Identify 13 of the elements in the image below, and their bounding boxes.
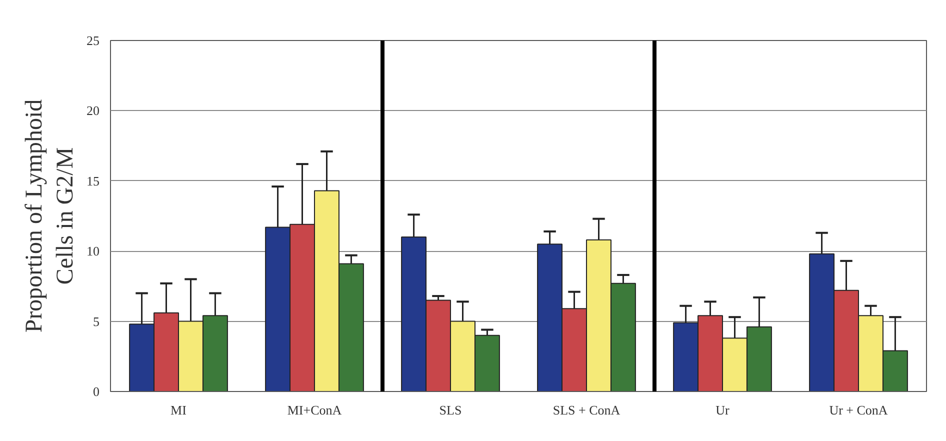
x-tick-label: MI+ConA [287,402,342,418]
x-tick-label: MI [170,402,186,418]
y-tick-label: 15 [86,173,100,188]
x-tick-label: Ur [716,402,730,418]
y-tick-label: 25 [86,33,100,48]
x-tick-label: Ur + ConA [829,402,888,418]
y-axis-title: Proportion of Lymphoid Cells in G2/M [21,99,78,333]
x-tick-label: SLS [439,402,462,418]
y-tick-label: 10 [86,244,100,259]
y-tick-label: 5 [93,314,100,329]
y-tick-label: 0 [93,384,100,399]
x-tick-label: SLS + ConA [552,402,621,418]
y-tick-label: 20 [86,103,100,118]
